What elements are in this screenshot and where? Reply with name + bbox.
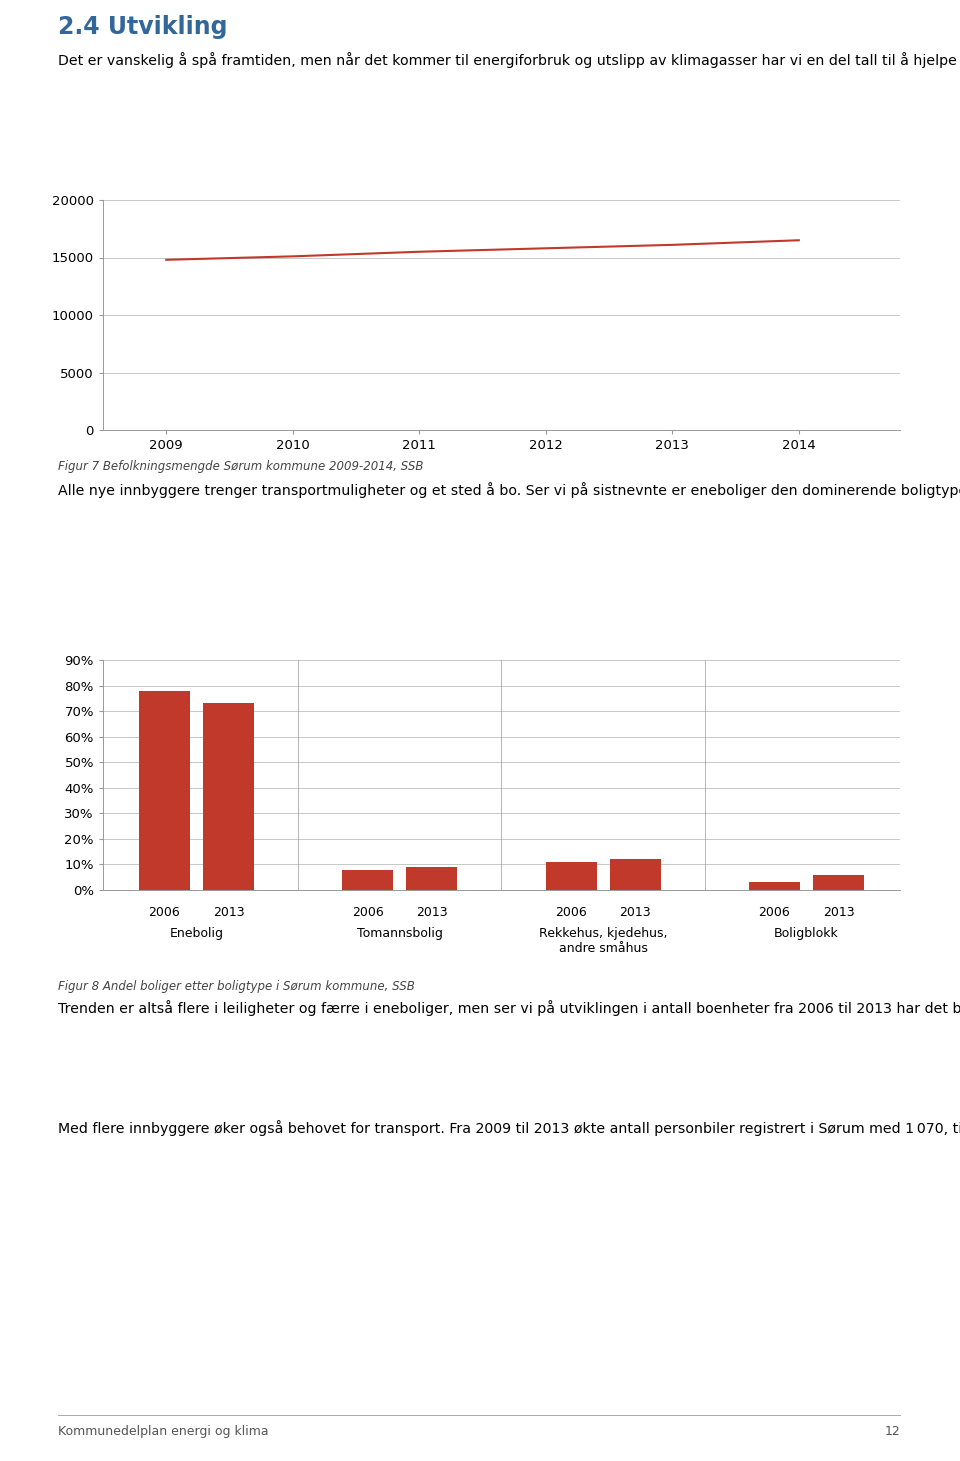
- Text: Figur 8 Andel boliger etter boligtype i Sørum kommune, SSB: Figur 8 Andel boliger etter boligtype i …: [58, 980, 415, 993]
- Bar: [749, 882, 800, 890]
- Text: Alle nye innbyggere trenger transportmuligheter og et sted å bo. Ser vi på sistn: Alle nye innbyggere trenger transportmul…: [58, 482, 960, 498]
- Text: 2006: 2006: [352, 906, 384, 919]
- Text: Kommunedelplan energi og klima: Kommunedelplan energi og klima: [58, 1424, 269, 1438]
- Text: 2013: 2013: [213, 906, 245, 919]
- Bar: [406, 866, 458, 890]
- Text: Boligblokk: Boligblokk: [774, 926, 839, 939]
- Text: Det er vanskelig å spå framtiden, men når det kommer til energiforbruk og utslip: Det er vanskelig å spå framtiden, men nå…: [58, 53, 960, 69]
- Bar: [139, 691, 190, 890]
- Text: 12: 12: [884, 1424, 900, 1438]
- Text: Med flere innbyggere øker også behovet for transport. Fra 2009 til 2013 økte ant: Med flere innbyggere øker også behovet f…: [58, 1121, 960, 1137]
- Text: Enebolig: Enebolig: [170, 926, 224, 939]
- Text: 2006: 2006: [758, 906, 790, 919]
- Text: Tomannsbolig: Tomannsbolig: [357, 926, 443, 939]
- Bar: [545, 862, 597, 890]
- Text: 2013: 2013: [619, 906, 651, 919]
- Text: Figur 7 Befolkningsmengde Sørum kommune 2009-2014, SSB: Figur 7 Befolkningsmengde Sørum kommune …: [58, 460, 423, 473]
- Text: 2.4 Utvikling: 2.4 Utvikling: [58, 15, 228, 39]
- Bar: [203, 703, 254, 890]
- Bar: [610, 859, 660, 890]
- Bar: [342, 869, 394, 890]
- Text: 2013: 2013: [416, 906, 447, 919]
- Text: Trenden er altså flere i leiligheter og færre i eneboliger, men ser vi på utvikl: Trenden er altså flere i leiligheter og …: [58, 999, 960, 1015]
- Text: 2006: 2006: [555, 906, 587, 919]
- Text: 2013: 2013: [823, 906, 854, 919]
- Text: 2006: 2006: [149, 906, 180, 919]
- Text: Rekkehus, kjedehus,
andre småhus: Rekkehus, kjedehus, andre småhus: [539, 926, 667, 955]
- Bar: [813, 875, 864, 890]
